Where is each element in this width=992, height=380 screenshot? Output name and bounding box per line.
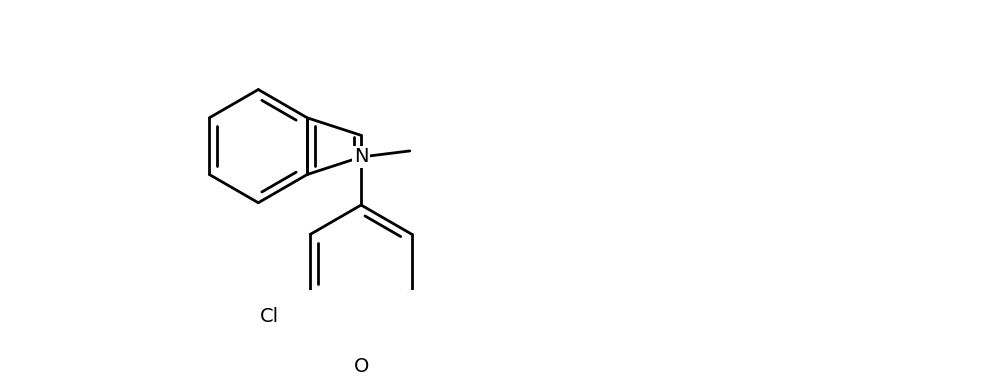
Text: Cl: Cl — [260, 307, 279, 326]
Text: N: N — [354, 147, 368, 166]
Text: O: O — [353, 357, 369, 376]
